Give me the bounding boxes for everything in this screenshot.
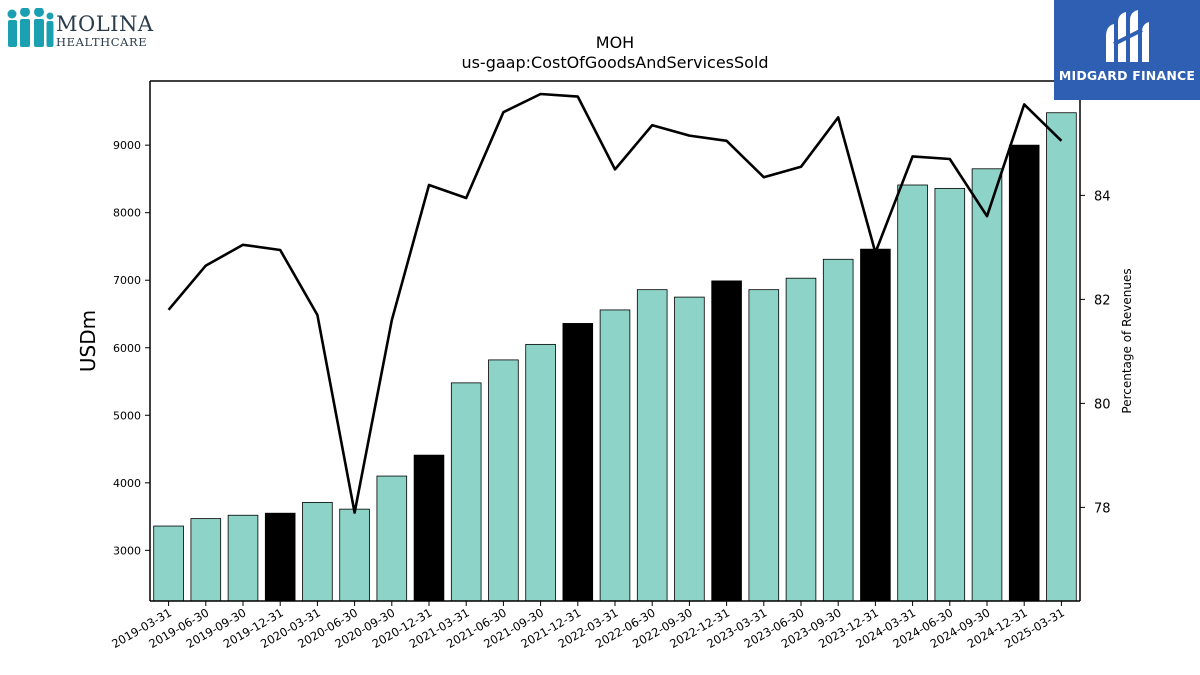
bar-2019-03-31: [153, 525, 184, 602]
ytick-label-6000: 6000: [113, 342, 141, 355]
bar-2024-06-30: [934, 187, 966, 602]
midgard-finance-logo: MIDGARD FINANCE: [1054, 0, 1200, 100]
bar-2020-09-30: [376, 475, 408, 602]
bar-2022-03-31: [599, 309, 631, 602]
bar-2023-03-31: [748, 289, 780, 602]
molina-logo: MOLINA HEALTHCARE: [6, 6, 156, 54]
bar-2021-12-31: [562, 323, 594, 602]
bar-2024-09-30: [971, 168, 1003, 602]
bar-2019-09-30: [227, 514, 259, 602]
ytick-label-8000: 8000: [113, 207, 141, 220]
y2tick-label-82: 82: [1094, 293, 1111, 308]
bar-2021-09-30: [525, 343, 556, 602]
chart-title: MOH: [596, 33, 634, 52]
bar-2022-12-31: [711, 280, 742, 602]
molina-sub-text: HEALTHCARE: [56, 35, 148, 49]
bar-2025-03-31: [1046, 112, 1077, 602]
ytick-label-4000: 4000: [113, 477, 141, 490]
molina-brand-text: MOLINA: [56, 12, 154, 36]
midgard-emblem-icon: [1106, 10, 1149, 62]
ytick-label-5000: 5000: [113, 409, 141, 422]
y2-axis-label: Percentage of Revenues: [1120, 268, 1134, 413]
bar-2020-06-30: [339, 508, 370, 602]
bar-2024-03-31: [897, 184, 928, 602]
ytick-label-7000: 7000: [113, 274, 141, 287]
bar-2023-09-30: [822, 258, 854, 602]
y2tick-label-78: 78: [1094, 501, 1111, 516]
bar-2022-06-30: [636, 289, 668, 602]
percentage-line: [167, 92, 1063, 514]
y2tick-label-84: 84: [1094, 189, 1111, 204]
bar-2021-06-30: [488, 359, 519, 602]
bar-2020-12-31: [413, 454, 445, 602]
midgard-brand-text: MIDGARD FINANCE: [1058, 68, 1196, 83]
bar-2023-12-31: [860, 248, 891, 602]
bar-2021-03-31: [450, 382, 482, 602]
ytick-label-3000: 3000: [113, 544, 141, 557]
bar-2024-12-31: [1008, 144, 1040, 602]
people-figures-icon: [7, 8, 54, 47]
bar-2022-09-30: [674, 296, 705, 602]
y2tick-label-80: 80: [1094, 397, 1111, 412]
ytick-label-9000: 9000: [113, 139, 141, 152]
bar-2020-03-31: [302, 502, 333, 602]
y-axis-label: USDm: [76, 310, 100, 372]
bar-2019-12-31: [264, 512, 296, 602]
bar-2023-06-30: [785, 277, 817, 602]
chart-subtitle: us-gaap:CostOfGoodsAndServicesSold: [461, 53, 768, 72]
bar-2019-06-30: [190, 518, 222, 602]
